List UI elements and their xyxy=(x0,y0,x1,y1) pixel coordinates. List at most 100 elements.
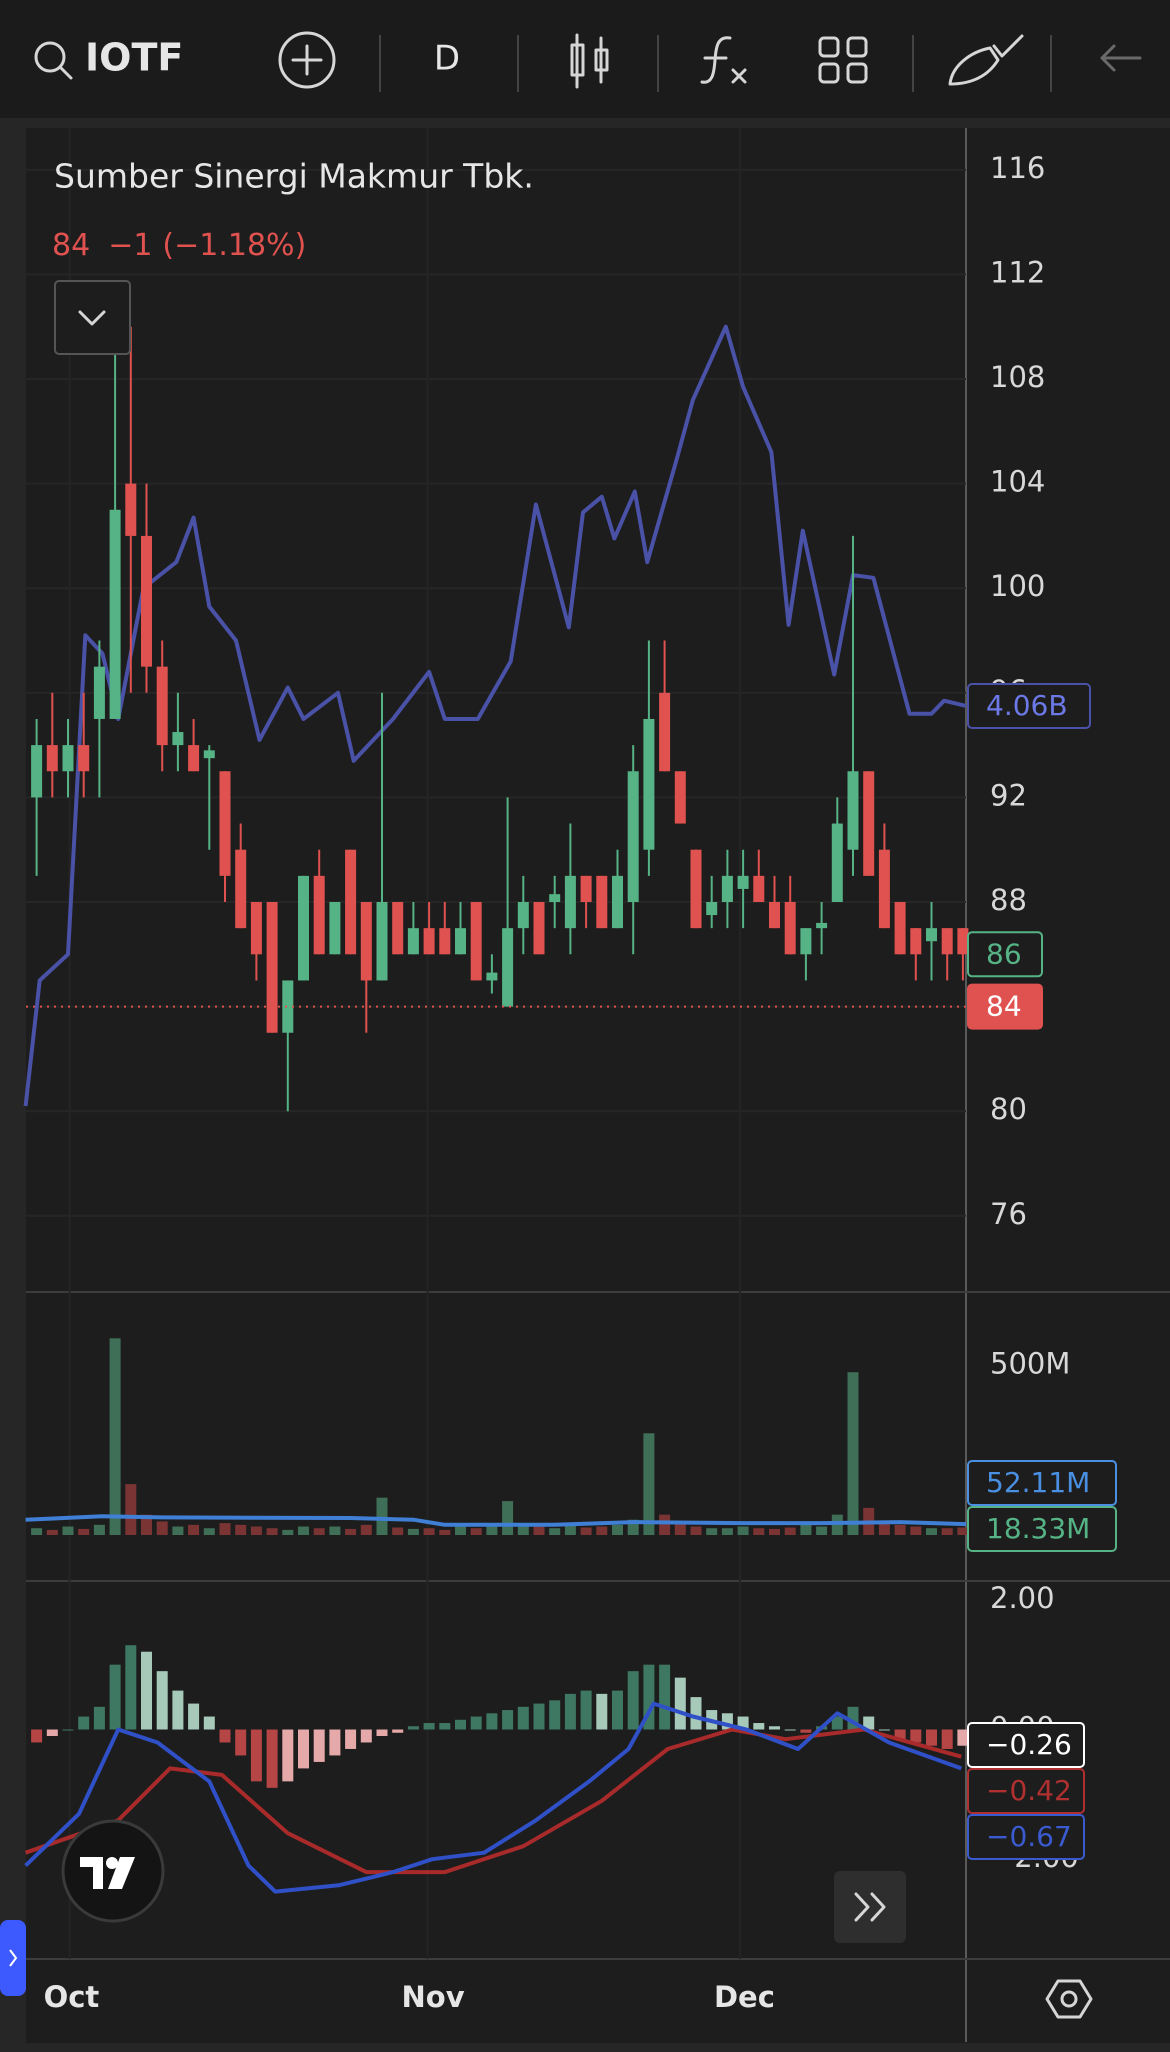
candle-body xyxy=(455,928,466,955)
histogram-bar xyxy=(46,1729,58,1736)
candle-body xyxy=(439,928,451,955)
histogram-bar xyxy=(533,1703,545,1730)
candle-body xyxy=(643,718,655,850)
volume-label: 18.33M xyxy=(986,1512,1090,1545)
volume-bar xyxy=(800,1524,812,1535)
candle-body xyxy=(141,535,152,667)
macd-label: −0.26 xyxy=(986,1728,1072,1761)
x-tick-label: Oct xyxy=(44,1980,100,2014)
volume-bar xyxy=(941,1528,953,1535)
candle-body xyxy=(863,771,875,876)
macd-label-box xyxy=(967,1722,1085,1768)
histogram-bar xyxy=(957,1729,969,1746)
histogram-bar xyxy=(721,1713,733,1730)
volume-bar xyxy=(188,1524,200,1535)
candle-body xyxy=(407,928,419,955)
toolbar xyxy=(0,0,1170,118)
symbol[interactable]: IOTF xyxy=(85,36,183,80)
candle-body xyxy=(470,902,482,981)
histogram-bar xyxy=(455,1719,466,1730)
candle-body xyxy=(282,980,294,1033)
tradingview-logo[interactable] xyxy=(61,1819,165,1923)
candle-body xyxy=(156,666,168,746)
volume-bar xyxy=(360,1524,372,1535)
histogram-bar xyxy=(345,1729,357,1749)
candle-body xyxy=(957,928,969,955)
time-axis xyxy=(26,1959,1170,2043)
line xyxy=(24,1727,962,1875)
histogram-bar xyxy=(423,1723,435,1730)
volume-bar xyxy=(926,1528,937,1535)
candle-body xyxy=(298,875,309,981)
price: 84 xyxy=(52,228,90,263)
histogram-bar xyxy=(596,1693,608,1730)
histogram-bar xyxy=(674,1677,686,1730)
volume-bar xyxy=(910,1526,922,1535)
side-tab[interactable] xyxy=(0,1920,26,1996)
histogram-bar xyxy=(407,1726,419,1730)
add-button[interactable] xyxy=(278,31,336,89)
y-tick-label: 76 xyxy=(990,1197,1027,1231)
histogram-bar xyxy=(549,1700,561,1730)
candle-body xyxy=(313,875,325,955)
candle-body xyxy=(329,902,341,955)
chart-area xyxy=(26,128,1170,1959)
volume-bar xyxy=(894,1524,906,1535)
layout-button[interactable] xyxy=(818,36,868,84)
histogram-bar xyxy=(93,1706,105,1730)
x-tick-label: Nov xyxy=(402,1980,465,2014)
volume-bar xyxy=(753,1528,765,1535)
search[interactable] xyxy=(34,41,73,80)
drawing-button[interactable] xyxy=(948,34,1024,86)
volume-bar xyxy=(643,1433,655,1535)
volume-bar xyxy=(533,1526,545,1535)
y-tick-label: 108 xyxy=(990,360,1045,394)
histogram-bar xyxy=(219,1729,231,1743)
candle-body xyxy=(219,771,231,876)
macd-label: −0.42 xyxy=(986,1774,1072,1807)
macd-label: −0.67 xyxy=(986,1820,1072,1853)
volume-bar xyxy=(847,1372,859,1535)
y-tick-label: 88 xyxy=(990,883,1027,917)
candle-body xyxy=(737,875,749,889)
candle-body xyxy=(266,902,278,1033)
histogram-bar xyxy=(769,1726,780,1730)
volume-bar xyxy=(549,1528,561,1535)
settings-button[interactable] xyxy=(1045,1979,1093,2019)
volume-bar xyxy=(706,1528,718,1535)
histogram-bar xyxy=(188,1703,200,1730)
chart-type-button[interactable] xyxy=(570,33,609,89)
histogram-bar xyxy=(376,1729,388,1736)
volume-bar xyxy=(816,1526,828,1535)
histogram-bar xyxy=(360,1729,372,1743)
histogram-bar xyxy=(643,1664,655,1730)
volume-label-box xyxy=(967,1506,1117,1552)
candle-body xyxy=(706,902,718,916)
candle-body xyxy=(93,666,105,719)
undo-button[interactable] xyxy=(1100,44,1142,72)
histogram-bar xyxy=(313,1729,325,1762)
scroll-right-button[interactable] xyxy=(834,1871,906,1943)
volume-label-box xyxy=(967,1460,1117,1506)
histogram-bar xyxy=(486,1713,498,1730)
volume-bar xyxy=(203,1528,215,1535)
y-tick-label: 100 xyxy=(990,569,1045,603)
indicators-button[interactable] xyxy=(700,36,747,84)
change: −1 xyxy=(108,228,152,263)
volume-bar xyxy=(345,1528,357,1535)
collapse-button[interactable] xyxy=(54,280,131,355)
candle-body xyxy=(62,745,74,772)
price-label: 84 xyxy=(986,990,1022,1023)
overlay-label: 4.06B xyxy=(986,689,1068,722)
candle-body xyxy=(345,849,357,955)
candle-body xyxy=(753,875,765,902)
volume-bar xyxy=(517,1523,529,1535)
candle-body xyxy=(172,732,184,746)
histogram-bar xyxy=(878,1729,890,1731)
histogram-bar xyxy=(847,1706,859,1730)
volume-bar xyxy=(878,1521,890,1535)
interval[interactable]: D xyxy=(434,39,460,79)
y-tick-label: 104 xyxy=(990,465,1045,499)
volume-bar xyxy=(769,1528,780,1535)
